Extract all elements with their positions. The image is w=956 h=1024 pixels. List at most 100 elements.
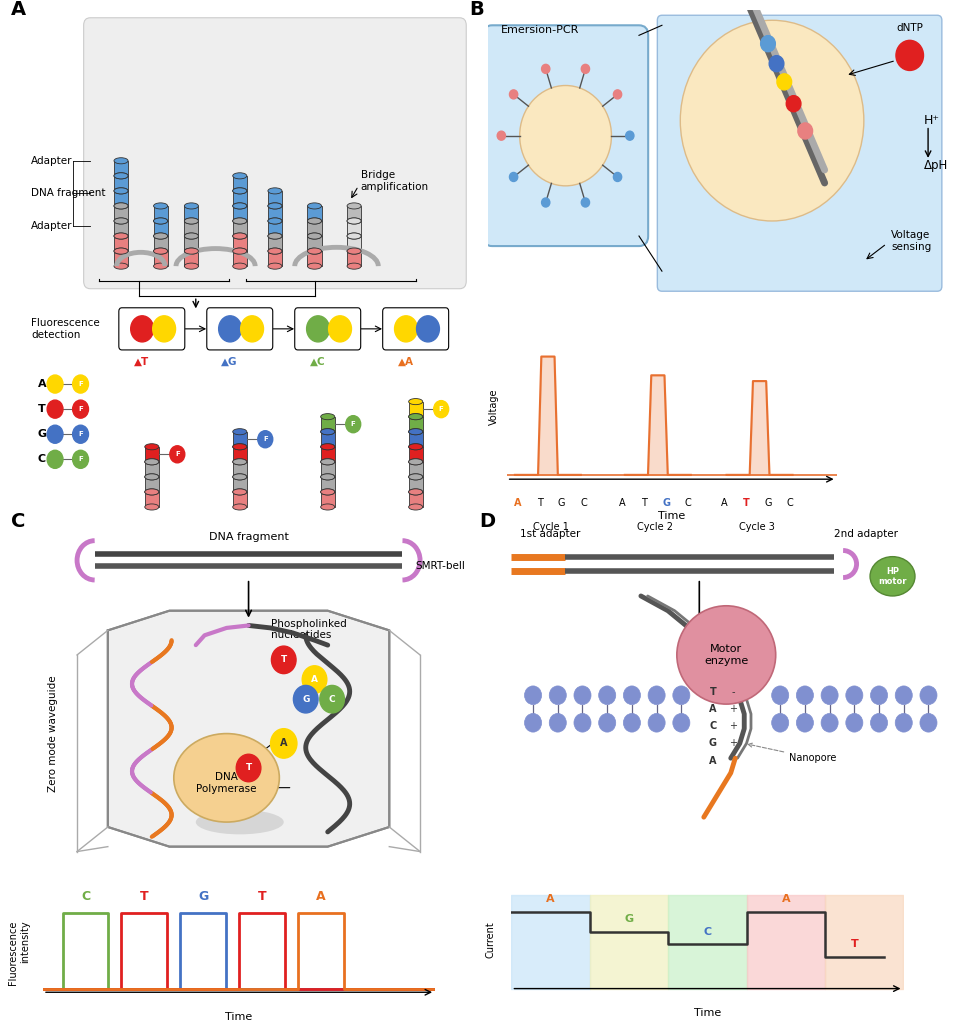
Ellipse shape (174, 733, 279, 822)
FancyBboxPatch shape (232, 176, 247, 190)
FancyBboxPatch shape (154, 221, 167, 236)
Ellipse shape (408, 459, 423, 465)
Circle shape (821, 686, 838, 705)
Circle shape (47, 451, 63, 468)
Ellipse shape (232, 233, 247, 239)
Circle shape (73, 400, 89, 418)
FancyBboxPatch shape (408, 462, 423, 477)
Circle shape (302, 666, 327, 693)
Ellipse shape (114, 187, 128, 194)
Ellipse shape (232, 233, 247, 239)
FancyBboxPatch shape (114, 190, 128, 206)
Ellipse shape (320, 474, 335, 480)
Text: T: T (743, 498, 750, 508)
Ellipse shape (320, 414, 335, 420)
Ellipse shape (232, 429, 247, 435)
Text: Cycle 1: Cycle 1 (532, 522, 569, 532)
FancyBboxPatch shape (268, 206, 282, 221)
FancyBboxPatch shape (308, 221, 321, 236)
Ellipse shape (232, 488, 247, 495)
FancyBboxPatch shape (232, 446, 247, 462)
Ellipse shape (114, 218, 128, 224)
FancyBboxPatch shape (320, 446, 335, 462)
Ellipse shape (232, 187, 247, 194)
Circle shape (796, 686, 814, 705)
FancyBboxPatch shape (320, 432, 335, 446)
Text: T: T (536, 498, 543, 508)
Ellipse shape (347, 218, 361, 224)
Circle shape (510, 172, 518, 181)
Circle shape (47, 375, 63, 393)
Text: Emersion-PCR: Emersion-PCR (501, 26, 579, 35)
Ellipse shape (232, 218, 247, 224)
Ellipse shape (347, 203, 361, 209)
Text: T: T (281, 655, 287, 665)
Polygon shape (108, 610, 389, 847)
Ellipse shape (232, 474, 247, 480)
Ellipse shape (185, 218, 199, 224)
Ellipse shape (185, 218, 199, 224)
Ellipse shape (320, 459, 335, 465)
FancyBboxPatch shape (114, 206, 128, 221)
FancyBboxPatch shape (84, 17, 467, 289)
Circle shape (520, 85, 612, 186)
FancyBboxPatch shape (185, 221, 199, 236)
FancyBboxPatch shape (483, 26, 648, 246)
FancyBboxPatch shape (232, 432, 247, 446)
FancyBboxPatch shape (232, 206, 247, 221)
Ellipse shape (268, 263, 282, 269)
Ellipse shape (114, 218, 128, 224)
Circle shape (871, 686, 887, 705)
Ellipse shape (308, 233, 321, 239)
Circle shape (896, 40, 923, 71)
Circle shape (550, 714, 566, 732)
Ellipse shape (308, 248, 321, 254)
Text: Fluorescence
detection: Fluorescence detection (31, 318, 99, 340)
Circle shape (574, 714, 591, 732)
Circle shape (770, 55, 784, 72)
Ellipse shape (185, 203, 199, 209)
Ellipse shape (185, 263, 199, 269)
Circle shape (510, 90, 518, 99)
FancyBboxPatch shape (232, 251, 247, 266)
Ellipse shape (232, 443, 247, 450)
Circle shape (170, 445, 185, 463)
Ellipse shape (232, 187, 247, 194)
Text: Time: Time (226, 1012, 252, 1022)
Ellipse shape (185, 248, 199, 254)
FancyBboxPatch shape (308, 236, 321, 251)
Circle shape (821, 714, 838, 732)
Ellipse shape (347, 248, 361, 254)
Circle shape (920, 714, 937, 732)
Ellipse shape (320, 504, 335, 510)
Text: ΔpH: ΔpH (923, 160, 947, 172)
Ellipse shape (144, 488, 159, 495)
Text: F: F (263, 436, 268, 442)
Ellipse shape (408, 459, 423, 465)
Circle shape (761, 36, 775, 51)
FancyBboxPatch shape (294, 308, 360, 350)
FancyBboxPatch shape (232, 190, 247, 206)
Ellipse shape (408, 414, 423, 420)
Ellipse shape (114, 233, 128, 239)
Ellipse shape (185, 233, 199, 239)
Text: F: F (78, 381, 83, 387)
Text: T: T (709, 687, 716, 696)
FancyBboxPatch shape (232, 477, 247, 492)
Ellipse shape (114, 233, 128, 239)
FancyBboxPatch shape (185, 236, 199, 251)
FancyBboxPatch shape (320, 477, 335, 492)
Text: F: F (78, 407, 83, 412)
Circle shape (796, 714, 814, 732)
Ellipse shape (308, 248, 321, 254)
Text: A: A (721, 498, 728, 508)
Circle shape (525, 714, 542, 732)
Text: C: C (37, 455, 46, 464)
Ellipse shape (408, 398, 423, 404)
Text: Adapter: Adapter (31, 156, 73, 166)
Ellipse shape (308, 263, 321, 269)
FancyBboxPatch shape (408, 492, 423, 507)
Text: A: A (781, 894, 791, 904)
Circle shape (777, 74, 792, 90)
Ellipse shape (347, 233, 361, 239)
